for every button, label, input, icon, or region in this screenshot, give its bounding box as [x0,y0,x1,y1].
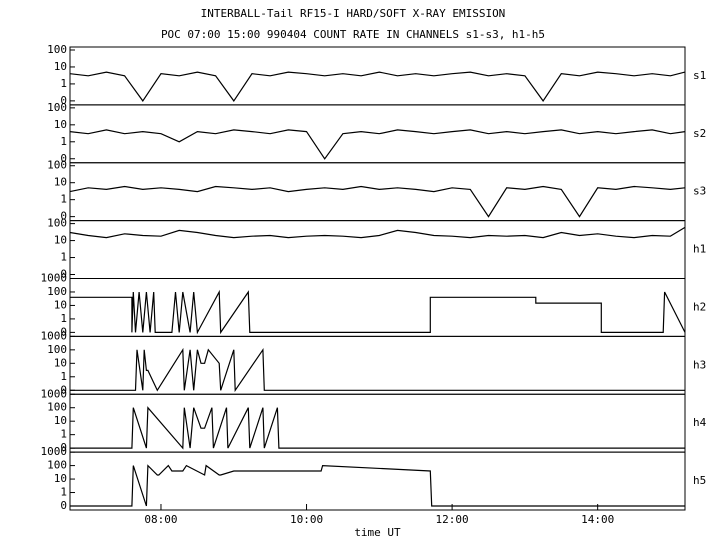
y-tick-label: 1 [60,251,67,264]
panel-label: h5 [693,474,706,487]
series-line [70,289,686,335]
y-tick-label: 10 [54,176,67,189]
y-tick-label: 10 [54,60,67,73]
y-tick-label: 1000 [41,272,68,285]
y-tick-label: 10 [54,298,67,311]
y-tick-label: 1 [60,370,67,383]
y-tick-label: 1 [60,428,67,441]
y-tick-label: 0 [60,210,67,223]
y-tick-label: 1000 [41,387,68,400]
y-tick-label: 100 [47,159,67,172]
y-tick-label: 1 [60,312,67,325]
x-tick-label: 08:00 [144,513,177,526]
y-tick-label: 0 [60,152,67,165]
series-line [69,71,686,102]
y-tick-label: 0 [60,268,67,281]
y-tick-label: 1 [60,193,67,206]
y-tick-label: 10 [54,118,67,131]
y-tick-label: 1000 [41,329,68,342]
panel-label: s3 [693,185,706,198]
y-tick-label: 10 [54,472,67,485]
y-tick-label: 1 [60,135,67,148]
y-tick-label: 1000 [41,445,68,458]
panel-label: h3 [693,358,706,371]
y-tick-label: 100 [47,101,67,114]
y-tick-label: 10 [54,234,67,247]
y-tick-label: 100 [47,459,67,472]
y-tick-label: 0 [60,94,67,107]
y-tick-label: 100 [47,343,67,356]
y-tick-label: 0 [60,441,67,454]
panel-label: s2 [693,127,706,140]
panel-label: h1 [693,243,706,256]
series-line [69,185,686,218]
panel-label: h4 [693,416,707,429]
y-tick-label: 0 [60,325,67,338]
y-tick-label: 100 [47,285,67,298]
y-tick-label: 0 [60,499,67,512]
y-tick-label: 10 [54,414,67,427]
x-tick-label: 10:00 [290,513,323,526]
y-tick-label: 1 [60,77,67,90]
panel-label: h2 [693,300,706,313]
x-tick-label: 14:00 [581,513,614,526]
x-axis-label: time UT [354,526,401,539]
series-line [69,226,686,239]
chart-title: INTERBALL-Tail RF15-I HARD/SOFT X-RAY EM… [201,7,506,20]
y-tick-label: 100 [47,43,67,56]
y-tick-label: 0 [60,383,67,396]
series-line [70,347,685,393]
y-tick-label: 10 [54,356,67,369]
chart-subtitle: POC 07:00 15:00 990404 COUNT RATE IN CHA… [161,28,545,41]
x-tick-label: 12:00 [436,513,469,526]
panel-label: s1 [693,69,706,82]
panel-frame [69,451,686,511]
series-line [69,129,686,160]
series-line [70,406,685,450]
y-tick-label: 100 [47,401,67,414]
y-tick-label: 100 [47,217,67,230]
y-tick-label: 1 [60,486,67,499]
series-line [70,464,685,507]
